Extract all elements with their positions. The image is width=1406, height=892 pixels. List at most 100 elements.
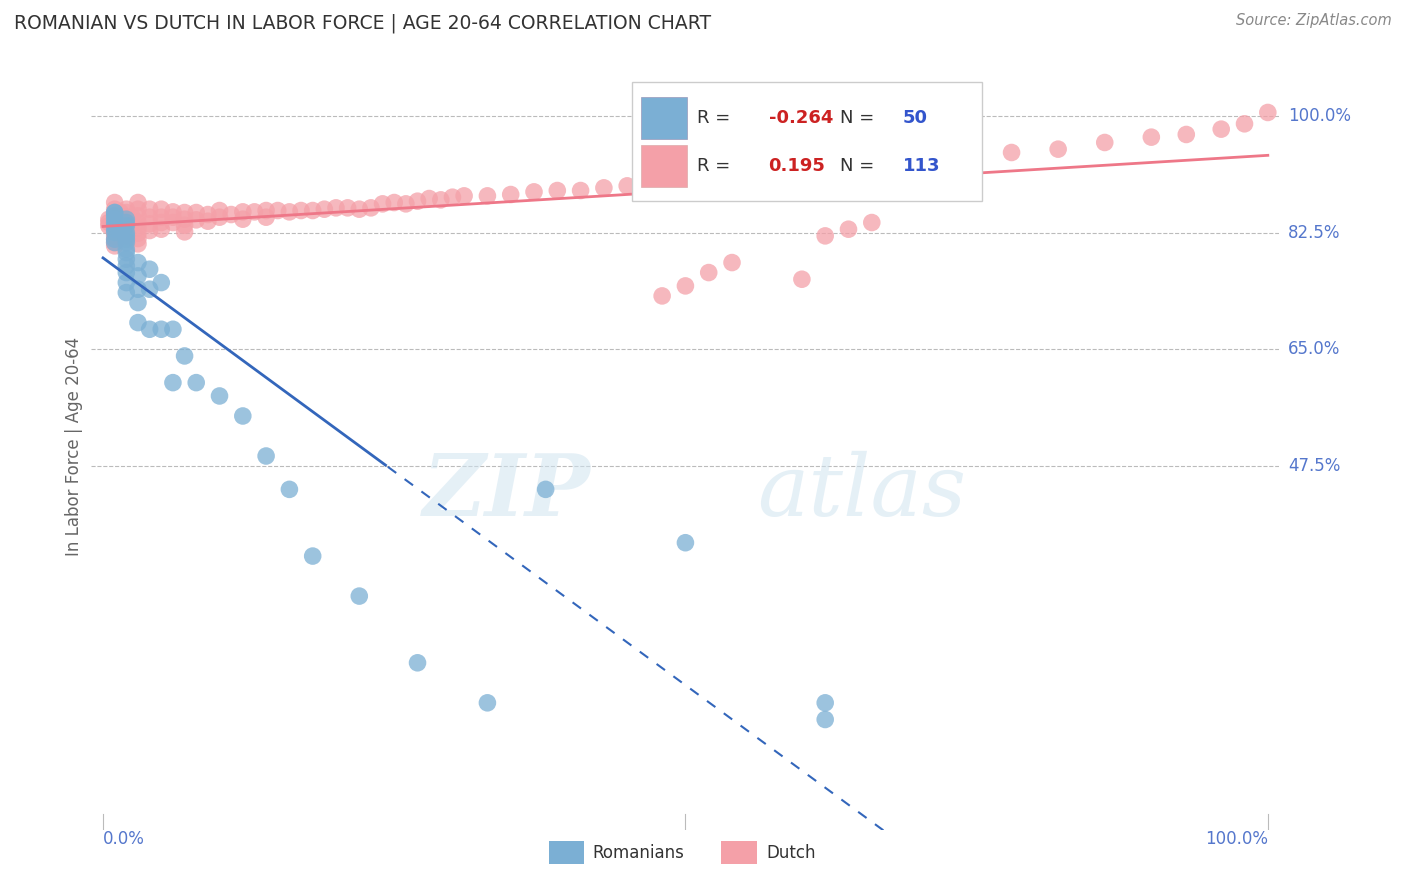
- Point: [267, 203, 290, 218]
- Point: [301, 549, 323, 563]
- Point: [382, 195, 405, 210]
- Point: [430, 193, 453, 207]
- Point: [232, 205, 254, 219]
- Point: [138, 262, 160, 277]
- Point: [115, 235, 138, 250]
- Point: [173, 349, 195, 363]
- Point: [138, 282, 160, 296]
- Point: [115, 232, 138, 246]
- Point: [115, 210, 138, 224]
- Point: [127, 209, 149, 223]
- Point: [127, 231, 149, 245]
- Point: [406, 656, 429, 670]
- Point: [453, 189, 475, 203]
- Point: [127, 202, 149, 217]
- Point: [138, 322, 160, 336]
- Point: [290, 203, 312, 218]
- Point: [162, 205, 184, 219]
- Text: R =: R =: [697, 109, 737, 127]
- Point: [232, 409, 254, 423]
- Point: [104, 226, 127, 240]
- Point: [860, 155, 883, 169]
- Point: [162, 322, 184, 336]
- Text: 100.0%: 100.0%: [1288, 107, 1351, 125]
- Point: [406, 194, 429, 209]
- Point: [104, 209, 127, 223]
- Point: [104, 209, 127, 223]
- Point: [336, 201, 359, 215]
- Text: 113: 113: [903, 157, 941, 175]
- Point: [208, 210, 231, 224]
- FancyBboxPatch shape: [641, 145, 686, 187]
- Point: [104, 215, 127, 229]
- Point: [127, 195, 149, 210]
- Point: [150, 222, 173, 236]
- Point: [121, 215, 143, 229]
- Point: [104, 235, 127, 250]
- Point: [115, 226, 138, 240]
- Point: [104, 205, 127, 219]
- Point: [150, 202, 173, 217]
- Point: [907, 152, 929, 166]
- Point: [477, 696, 499, 710]
- Text: ROMANIAN VS DUTCH IN LABOR FORCE | AGE 20-64 CORRELATION CHART: ROMANIAN VS DUTCH IN LABOR FORCE | AGE 2…: [14, 13, 711, 33]
- Text: 65.0%: 65.0%: [1288, 340, 1340, 359]
- Point: [127, 236, 149, 251]
- Point: [173, 218, 195, 232]
- Point: [860, 215, 883, 229]
- Point: [104, 235, 127, 250]
- Point: [115, 276, 138, 290]
- Point: [104, 219, 127, 233]
- Point: [651, 177, 673, 191]
- Point: [814, 696, 837, 710]
- Point: [733, 169, 755, 183]
- Point: [115, 222, 138, 236]
- Point: [115, 252, 138, 267]
- Point: [115, 259, 138, 273]
- Point: [360, 201, 382, 215]
- Point: [243, 205, 266, 219]
- Point: [127, 255, 149, 269]
- Text: atlas: atlas: [756, 450, 966, 533]
- Point: [1257, 105, 1279, 120]
- Point: [115, 212, 138, 227]
- Point: [127, 220, 149, 235]
- Point: [138, 210, 160, 224]
- Point: [110, 205, 132, 219]
- Point: [115, 205, 138, 219]
- Point: [953, 149, 976, 163]
- Point: [546, 184, 568, 198]
- Point: [104, 228, 127, 243]
- Point: [115, 242, 138, 256]
- Point: [651, 289, 673, 303]
- Point: [325, 201, 347, 215]
- Point: [138, 223, 160, 237]
- Point: [97, 219, 120, 233]
- Point: [278, 483, 301, 497]
- Point: [115, 218, 138, 232]
- Point: [395, 197, 418, 211]
- Point: [349, 202, 371, 217]
- Point: [1140, 130, 1163, 145]
- Point: [104, 202, 127, 217]
- Text: 47.5%: 47.5%: [1288, 457, 1340, 475]
- Point: [162, 210, 184, 224]
- Point: [278, 205, 301, 219]
- Point: [254, 203, 277, 218]
- Point: [186, 205, 208, 219]
- Point: [616, 178, 638, 193]
- Point: [219, 208, 242, 222]
- Text: 100.0%: 100.0%: [1205, 830, 1268, 847]
- Point: [349, 589, 371, 603]
- Point: [115, 266, 138, 280]
- Point: [593, 181, 616, 195]
- Point: [569, 184, 592, 198]
- Text: Dutch: Dutch: [766, 844, 815, 862]
- Point: [173, 225, 195, 239]
- Text: N =: N =: [839, 109, 880, 127]
- Point: [115, 285, 138, 300]
- Point: [697, 266, 720, 280]
- Point: [790, 272, 813, 286]
- Point: [499, 187, 522, 202]
- Point: [138, 217, 160, 231]
